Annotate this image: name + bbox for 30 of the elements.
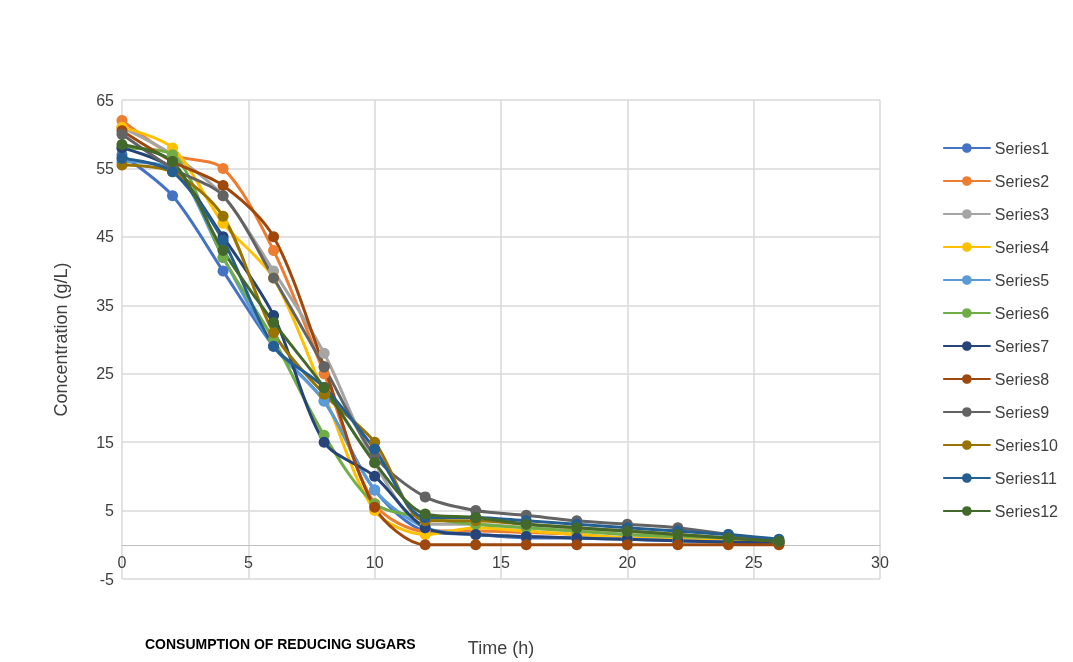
x-tick-label: 0 [117, 553, 127, 571]
legend-label: Series6 [994, 304, 1050, 322]
x-axis-title: Time (h) [467, 638, 535, 658]
y-tick-label: 5 [105, 502, 115, 520]
x-tick-label: 25 [744, 553, 763, 571]
y-tick-label: -5 [99, 570, 115, 588]
legend-label: Series4 [994, 238, 1050, 256]
legend-label: Series8 [994, 370, 1050, 388]
y-tick-label: 25 [96, 365, 115, 383]
x-tick-label: 10 [365, 553, 384, 571]
x-tick-label: 30 [871, 553, 889, 571]
legend-label: Series1 [994, 139, 1050, 157]
x-tick-label: 5 [243, 553, 253, 571]
text: CONSUMPTION OF REDUCING SUGARS [145, 636, 416, 652]
y-tick-label: 35 [96, 296, 115, 314]
x-tick-label: 15 [492, 553, 510, 571]
legend-label: Series2 [994, 172, 1050, 190]
y-tick-label: 15 [96, 433, 115, 451]
legend-label: Series3 [994, 205, 1050, 223]
x-tick-label: 20 [618, 553, 637, 571]
y-tick-label: 65 [96, 91, 115, 109]
legend-label: Series7 [994, 337, 1050, 355]
legend-label: Series11 [994, 469, 1057, 487]
y-tick-label: 45 [96, 228, 115, 246]
legend-label: Series12 [994, 502, 1059, 520]
legend-label: Series5 [994, 271, 1050, 289]
y-tick-label: 55 [96, 159, 115, 177]
y-axis-title: Concentration (g/L) [51, 262, 71, 417]
legend-label: Series9 [994, 403, 1050, 421]
legend-label: Series10 [994, 436, 1059, 454]
